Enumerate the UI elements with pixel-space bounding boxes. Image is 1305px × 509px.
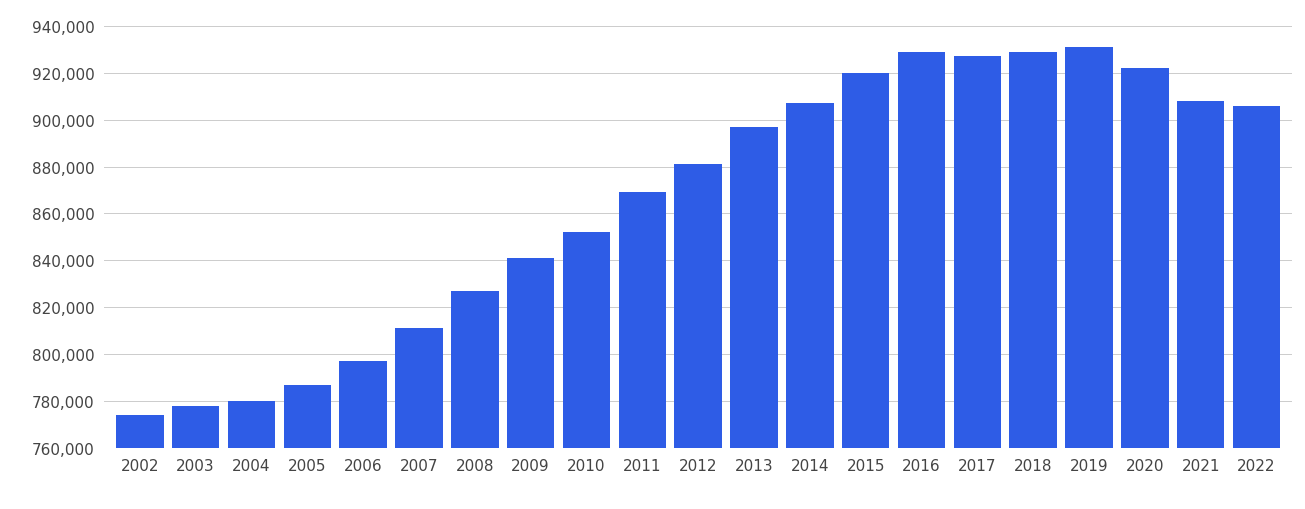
Bar bbox=[1121, 69, 1168, 448]
Bar bbox=[842, 74, 890, 448]
Bar bbox=[506, 259, 555, 448]
Bar bbox=[172, 406, 219, 448]
Bar bbox=[1065, 48, 1113, 448]
Bar bbox=[731, 128, 778, 448]
Bar bbox=[619, 193, 666, 448]
Bar bbox=[675, 165, 722, 448]
Bar bbox=[954, 58, 1001, 448]
Bar bbox=[395, 329, 442, 448]
Bar bbox=[452, 291, 499, 448]
Bar bbox=[339, 361, 386, 448]
Bar bbox=[283, 385, 331, 448]
Bar bbox=[228, 401, 275, 448]
Bar bbox=[562, 233, 611, 448]
Bar bbox=[1177, 102, 1224, 448]
Bar bbox=[1233, 106, 1280, 448]
Bar bbox=[898, 53, 945, 448]
Bar bbox=[786, 104, 834, 448]
Bar bbox=[116, 415, 163, 448]
Bar bbox=[1010, 53, 1057, 448]
